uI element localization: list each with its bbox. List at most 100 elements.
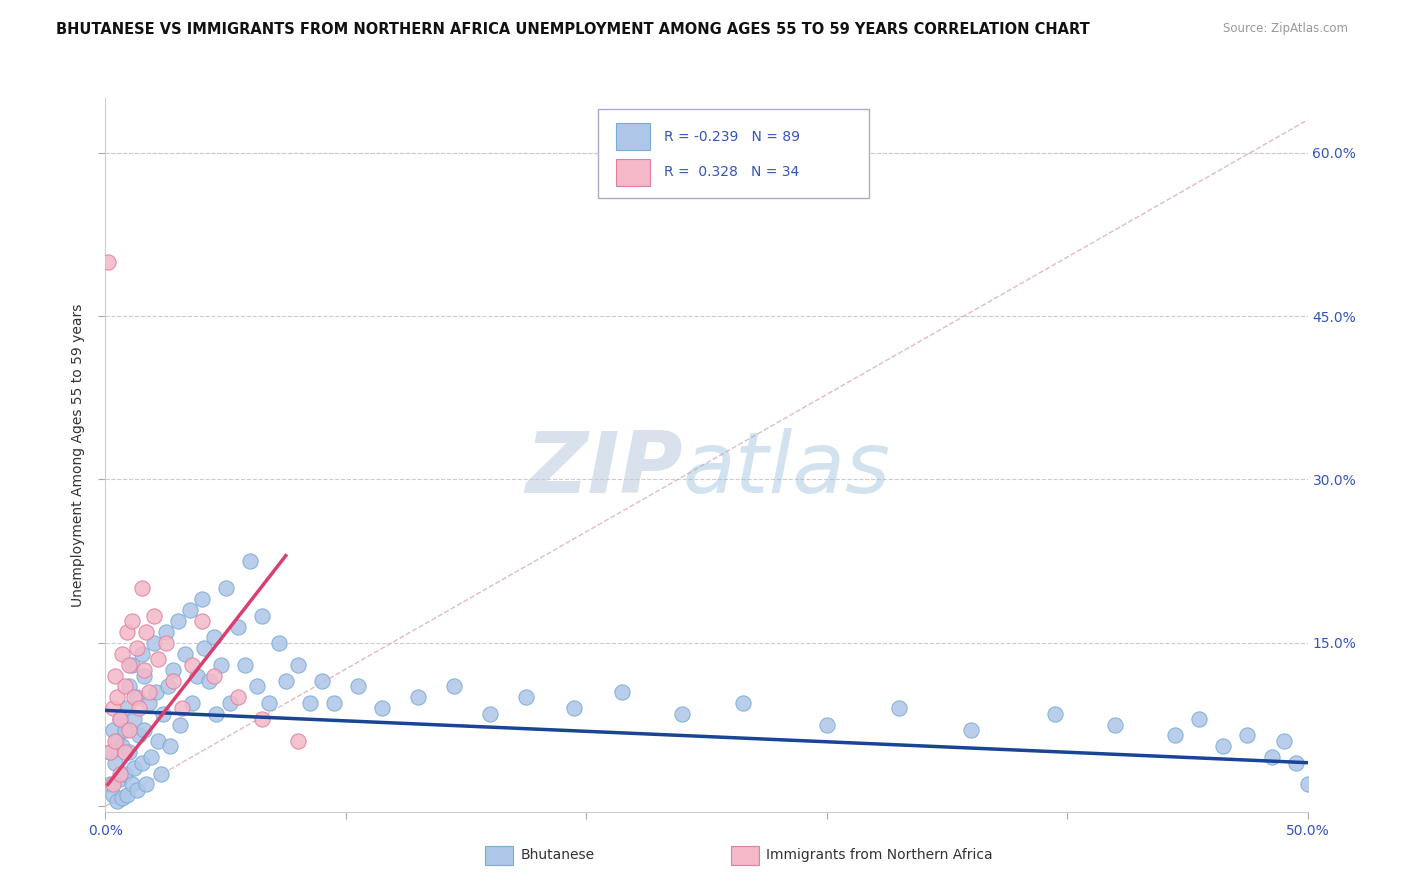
Point [202, 668, 225, 682]
Point [142, 636, 165, 650]
Point [124, 712, 146, 726]
Point [226, 619, 249, 633]
Point [287, 734, 309, 748]
Point [108, 766, 131, 780]
Point [121, 614, 143, 628]
Point [1260, 750, 1282, 764]
Point [142, 608, 165, 623]
Point [173, 647, 195, 661]
Point [132, 663, 155, 677]
Point [169, 717, 191, 731]
FancyBboxPatch shape [616, 123, 650, 150]
Point [250, 712, 273, 726]
Point [311, 673, 333, 688]
Point [108, 712, 131, 726]
Text: Immigrants from Northern Africa: Immigrants from Northern Africa [766, 848, 993, 863]
Point [1104, 717, 1126, 731]
Point [104, 734, 127, 748]
Point [1164, 729, 1187, 743]
Point [226, 690, 249, 705]
Text: Source: ZipAtlas.com: Source: ZipAtlas.com [1223, 22, 1348, 36]
Point [111, 790, 134, 805]
Point [233, 657, 256, 672]
Point [287, 657, 309, 672]
Point [190, 592, 212, 607]
Point [138, 685, 160, 699]
Point [104, 756, 127, 770]
Point [274, 673, 297, 688]
Point [155, 636, 177, 650]
Point [131, 582, 153, 596]
Point [138, 696, 160, 710]
Point [162, 663, 184, 677]
Point [1188, 712, 1211, 726]
Text: Bhutanese: Bhutanese [520, 848, 595, 863]
Point [118, 657, 141, 672]
Point [298, 696, 321, 710]
Point [101, 701, 124, 715]
Point [111, 647, 134, 661]
Point [125, 783, 148, 797]
Point [406, 690, 429, 705]
Point [152, 706, 174, 721]
Point [114, 723, 136, 737]
Point [148, 734, 170, 748]
Point [671, 706, 693, 721]
Point [131, 756, 153, 770]
Point [118, 680, 141, 694]
Point [479, 706, 502, 721]
Point [562, 701, 585, 715]
Point [114, 680, 136, 694]
Point [125, 690, 148, 705]
Point [219, 696, 242, 710]
Point [128, 729, 150, 743]
FancyBboxPatch shape [599, 109, 869, 198]
Text: R =  0.328   N = 34: R = 0.328 N = 34 [665, 165, 800, 179]
Point [267, 636, 290, 650]
Point [135, 777, 157, 791]
Point [97, 254, 120, 268]
Point [98, 777, 121, 791]
Point [124, 690, 146, 705]
Point [1272, 734, 1295, 748]
Point [250, 608, 273, 623]
Text: BHUTANESE VS IMMIGRANTS FROM NORTHERN AFRICA UNEMPLOYMENT AMONG AGES 55 TO 59 YE: BHUTANESE VS IMMIGRANTS FROM NORTHERN AF… [56, 22, 1090, 37]
Point [148, 652, 170, 666]
Point [114, 766, 136, 780]
Point [159, 739, 181, 754]
Point [107, 794, 129, 808]
Point [347, 680, 370, 694]
Point [132, 723, 155, 737]
Point [322, 696, 344, 710]
Point [1296, 777, 1319, 791]
Point [612, 685, 634, 699]
Point [202, 631, 225, 645]
Point [98, 745, 121, 759]
Point [246, 680, 269, 694]
Point [107, 734, 129, 748]
Point [108, 712, 131, 726]
Point [198, 673, 221, 688]
Point [186, 668, 208, 682]
Point [181, 696, 204, 710]
Point [515, 690, 537, 705]
Point [1212, 739, 1234, 754]
Point [125, 641, 148, 656]
Point [104, 668, 127, 682]
Point [101, 777, 124, 791]
Point [101, 723, 124, 737]
Text: ZIP: ZIP [524, 427, 682, 511]
Point [179, 603, 201, 617]
Point [128, 701, 150, 715]
Point [115, 789, 138, 803]
Point [118, 745, 141, 759]
Point [162, 673, 184, 688]
Point [193, 641, 215, 656]
Point [1043, 706, 1066, 721]
Point [135, 624, 157, 639]
Point [172, 701, 194, 715]
Point [124, 761, 146, 775]
Point [156, 680, 179, 694]
Point [108, 772, 131, 786]
Point [166, 614, 188, 628]
